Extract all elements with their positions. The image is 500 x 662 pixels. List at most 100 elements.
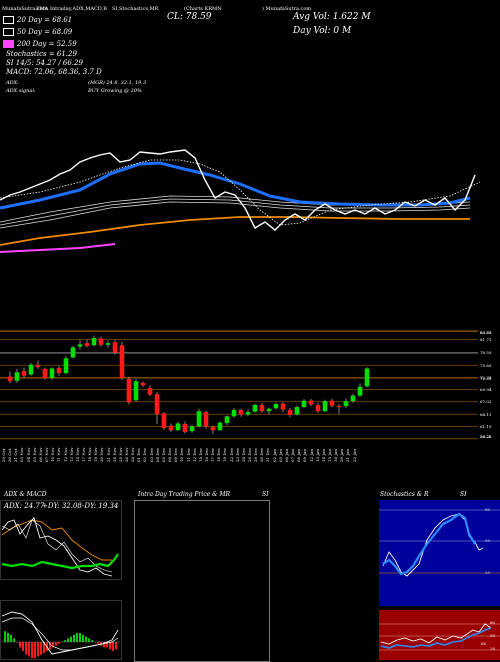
price-tick-label: 72.63 [480, 375, 492, 381]
site-label-right: ) MunafaSutra.com [262, 6, 312, 12]
candle-down [168, 425, 174, 431]
macd-histogram [4, 631, 117, 659]
si-title-right: SI [460, 491, 467, 498]
plus-dy-value: +DY: 32.08 [42, 502, 82, 510]
macd-bar [79, 633, 81, 642]
adx-white-line-2 [1, 519, 113, 573]
ema-white-2 [0, 198, 471, 226]
candle-down [315, 404, 321, 412]
stochastics-panel [379, 500, 500, 606]
price-tick-label: 69.94 [480, 386, 492, 392]
price-grid [0, 330, 478, 440]
legend-item-50day: 50 Day = 68.09 [3, 26, 77, 38]
date-tick-label: 29 Dec [253, 447, 259, 462]
ema-blue-line [0, 161, 471, 210]
candle-up [28, 364, 34, 375]
price-tick-label: 83.63 [480, 330, 492, 335]
date-tick-label: 22 Dec [228, 447, 234, 462]
candle-down [154, 394, 160, 415]
candle-up [294, 407, 300, 415]
candle-up [63, 358, 69, 374]
rsi-blue-line [380, 627, 492, 649]
macd-bar [115, 642, 117, 650]
price-tick-label: 64.11 [480, 411, 492, 417]
date-tick-label: 23 Dec [234, 447, 240, 462]
macd-bar [37, 642, 39, 657]
macd-bar [52, 642, 54, 648]
price-tick-label: 83.79 [480, 330, 492, 335]
candle-down [259, 404, 265, 412]
date-tick-label: 06 Jan [283, 449, 289, 462]
legend-swatch [3, 28, 14, 36]
legend-item-20day: 20 Day = 68.61 [3, 14, 77, 26]
rsi-panel [379, 610, 500, 660]
intraday-title: Intra Day Trading Price & MR [138, 491, 231, 498]
candle-up [189, 426, 195, 432]
macd-signal-line [1, 617, 119, 651]
adx-white-line [1, 517, 113, 577]
date-tick-label: 04 Nov [25, 447, 31, 462]
stochastics-value: Stochastics = 61.29 [6, 50, 77, 58]
candle-down [147, 387, 153, 395]
date-tick-label: 30 Oct [7, 448, 13, 463]
macd-bar [103, 642, 105, 648]
macd-panel [0, 600, 122, 660]
indicator-list-2: SI,Stochastics,MR [112, 6, 159, 12]
price-tick-label: 58.28 [480, 434, 492, 439]
adx-orange-line [1, 519, 112, 561]
adx-values: (MGR) 24.8, 32.1, 19.3 [88, 80, 147, 86]
legend-swatch [3, 40, 14, 48]
macd-bar [88, 638, 90, 642]
date-tick-label: 31 Dec [265, 447, 271, 462]
rsi-current-label: 66 [481, 641, 487, 646]
date-axis: 29 Oct 30 Oct 31 Oct 03 Nov 04 Nov 05 Nov 06 N… [0, 442, 360, 484]
date-tick-label: 13 Nov [68, 447, 74, 462]
candle-down [56, 368, 62, 374]
date-tick-label: 16 Dec [203, 447, 209, 462]
date-tick-label: 11 Nov [56, 447, 62, 462]
candlestick-chart [0, 330, 478, 440]
macd-bar [85, 636, 87, 642]
date-tick-label: 07 Jan [290, 449, 296, 462]
candle-up [357, 386, 363, 396]
ema-legend: 20 Day = 68.61 50 Day = 68.09 200 Day = … [3, 14, 77, 50]
date-tick-label: 13 Jan [314, 449, 320, 462]
macd-bar [19, 642, 21, 648]
macd-bar [40, 642, 42, 655]
date-tick-label: 02 Jan [271, 449, 277, 462]
intraday-panel [134, 500, 270, 662]
candle-down [182, 423, 188, 432]
date-tick-label: 10 Dec [179, 447, 185, 462]
date-tick-label: 14 Nov [74, 447, 80, 462]
date-tick-label: 22 Jan [351, 449, 357, 462]
date-tick-label: 19 Nov [93, 447, 99, 462]
minus-dy-value: -DY: 19.34 [82, 502, 119, 510]
chart-label: (Charts KRMN [184, 6, 222, 12]
price-tick-label: 61.19 [480, 424, 492, 429]
macd-bar [112, 642, 114, 651]
date-tick-label: 05 Jan [277, 449, 283, 462]
macd-bar [55, 642, 57, 646]
candle-up [175, 423, 181, 431]
date-tick-label: 24 Nov [111, 447, 117, 462]
macd-bar [34, 642, 36, 659]
close-price-label: CL: 78.59 [167, 12, 212, 22]
stoch-level-label: 50 [485, 538, 491, 543]
rsi-level-label: 80 [490, 620, 496, 625]
date-tick-label: 18 Nov [87, 447, 93, 462]
macd-bar [22, 642, 24, 651]
candle-down [210, 426, 216, 431]
price-axis: 83.79 83.63 81.71 78.59 75.69 72.76 72.63 69.94… [478, 330, 500, 440]
adx-signal-label: ADX signal: [6, 88, 36, 94]
macd-bar [7, 633, 9, 642]
macd-bar [28, 642, 30, 657]
ema-overview-chart [0, 149, 481, 253]
date-tick-label: 10 Nov [50, 447, 56, 462]
price-tick-label: 78.59 [480, 350, 492, 356]
adx-label: ADX: [6, 80, 19, 86]
macd-bar [67, 638, 69, 642]
rsi-level-label: 20 [490, 646, 496, 651]
macd-bar [70, 636, 72, 642]
date-tick-label: 17 Dec [210, 447, 216, 462]
candle-up [196, 411, 202, 427]
